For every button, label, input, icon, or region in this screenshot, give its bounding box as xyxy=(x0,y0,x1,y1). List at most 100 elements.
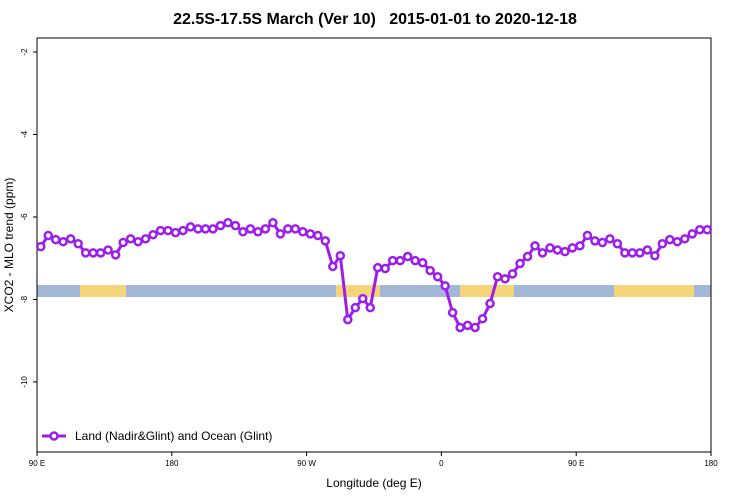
data-point xyxy=(522,251,533,262)
data-point xyxy=(702,224,713,235)
data-point xyxy=(118,237,128,248)
data-point xyxy=(695,224,705,235)
data-point xyxy=(417,257,428,268)
data-point xyxy=(223,217,233,228)
data-point xyxy=(672,236,683,247)
data-point xyxy=(507,269,518,279)
data-point xyxy=(238,227,248,237)
data-point xyxy=(425,265,435,276)
data-point xyxy=(545,243,555,253)
data-point xyxy=(350,302,361,313)
data-point xyxy=(620,248,630,258)
data-point xyxy=(372,262,383,273)
data-point xyxy=(193,224,203,234)
data-point xyxy=(230,220,241,231)
data-point xyxy=(253,227,263,237)
data-point xyxy=(73,239,83,249)
data-point xyxy=(455,322,465,333)
data-point xyxy=(178,225,188,236)
data-point xyxy=(687,229,698,239)
legend-marker xyxy=(49,431,59,441)
data-point xyxy=(155,225,166,236)
data-point xyxy=(290,224,301,234)
data-point xyxy=(552,245,563,255)
data-point xyxy=(305,229,316,239)
data-point xyxy=(680,234,690,244)
x-tick-label: 180 xyxy=(165,459,179,468)
data-point xyxy=(343,314,353,325)
data-point xyxy=(95,248,106,258)
x-axis-label: Longitude (deg E) xyxy=(326,476,421,490)
y-tick-label: -10 xyxy=(20,376,29,388)
data-point xyxy=(642,245,653,255)
y-tick-label: -4 xyxy=(20,130,29,138)
data-point xyxy=(283,224,293,234)
data-point xyxy=(530,241,540,251)
data-point xyxy=(275,229,286,239)
data-point xyxy=(380,263,390,274)
data-point xyxy=(43,230,53,241)
data-point xyxy=(58,236,68,247)
x-tick-label: 0 xyxy=(439,459,444,468)
data-point xyxy=(432,272,443,282)
data-point xyxy=(50,234,61,245)
data-point xyxy=(500,274,510,284)
data-point xyxy=(163,225,173,236)
data-point xyxy=(590,236,600,246)
data-point xyxy=(485,298,495,309)
data-point xyxy=(103,245,113,255)
legend: Land (Nadir&Glint) and Ocean (Glint) xyxy=(42,429,272,443)
data-point xyxy=(133,236,143,247)
data-point xyxy=(410,255,420,266)
data-point xyxy=(35,241,46,252)
data-point xyxy=(440,281,450,291)
data-point xyxy=(597,237,608,248)
x-tick-label: 90 E xyxy=(29,459,45,468)
data-point xyxy=(335,250,346,261)
data-point xyxy=(125,234,136,244)
data-point xyxy=(575,241,585,251)
data-point xyxy=(88,248,98,258)
data-point xyxy=(328,261,338,272)
legend-label: Land (Nadir&Glint) and Ocean (Glint) xyxy=(75,429,272,443)
data-point xyxy=(627,248,638,258)
data-point xyxy=(665,234,675,245)
data-point xyxy=(635,248,645,258)
data-point xyxy=(313,230,323,241)
data-point xyxy=(387,255,398,266)
chart-title: 22.5S-17.5S March (Ver 10) 2015-01-01 to… xyxy=(173,11,577,28)
data-point xyxy=(170,227,181,238)
x-tick-label: 180 xyxy=(704,459,718,468)
data-point xyxy=(567,243,578,253)
data-point xyxy=(447,307,458,318)
data-point xyxy=(245,224,256,234)
land-band xyxy=(336,285,380,297)
y-tick-label: -6 xyxy=(20,213,29,221)
y-tick-label: -8 xyxy=(20,295,29,303)
data-point xyxy=(320,236,331,246)
data-point xyxy=(148,229,158,240)
data-point xyxy=(657,239,668,249)
y-tick-label: -2 xyxy=(20,48,29,56)
data-point xyxy=(477,314,488,324)
data-point xyxy=(185,222,196,232)
data-point xyxy=(462,320,473,331)
data-point xyxy=(260,224,271,234)
data-point xyxy=(268,217,278,228)
data-point xyxy=(582,230,593,241)
data-point xyxy=(492,272,503,282)
data-point xyxy=(395,255,405,266)
data-point xyxy=(537,248,548,258)
land-band xyxy=(460,285,514,297)
data-point xyxy=(650,250,660,261)
data-point xyxy=(358,293,368,304)
x-tick-label: 90 E xyxy=(568,459,584,468)
data-point xyxy=(200,224,211,234)
data-point xyxy=(605,234,615,244)
data-point xyxy=(140,234,151,244)
data-point xyxy=(560,246,570,257)
data-point xyxy=(515,258,525,269)
x-tick-label: 90 W xyxy=(297,459,316,468)
data-point xyxy=(365,302,376,313)
data-point xyxy=(298,227,308,237)
